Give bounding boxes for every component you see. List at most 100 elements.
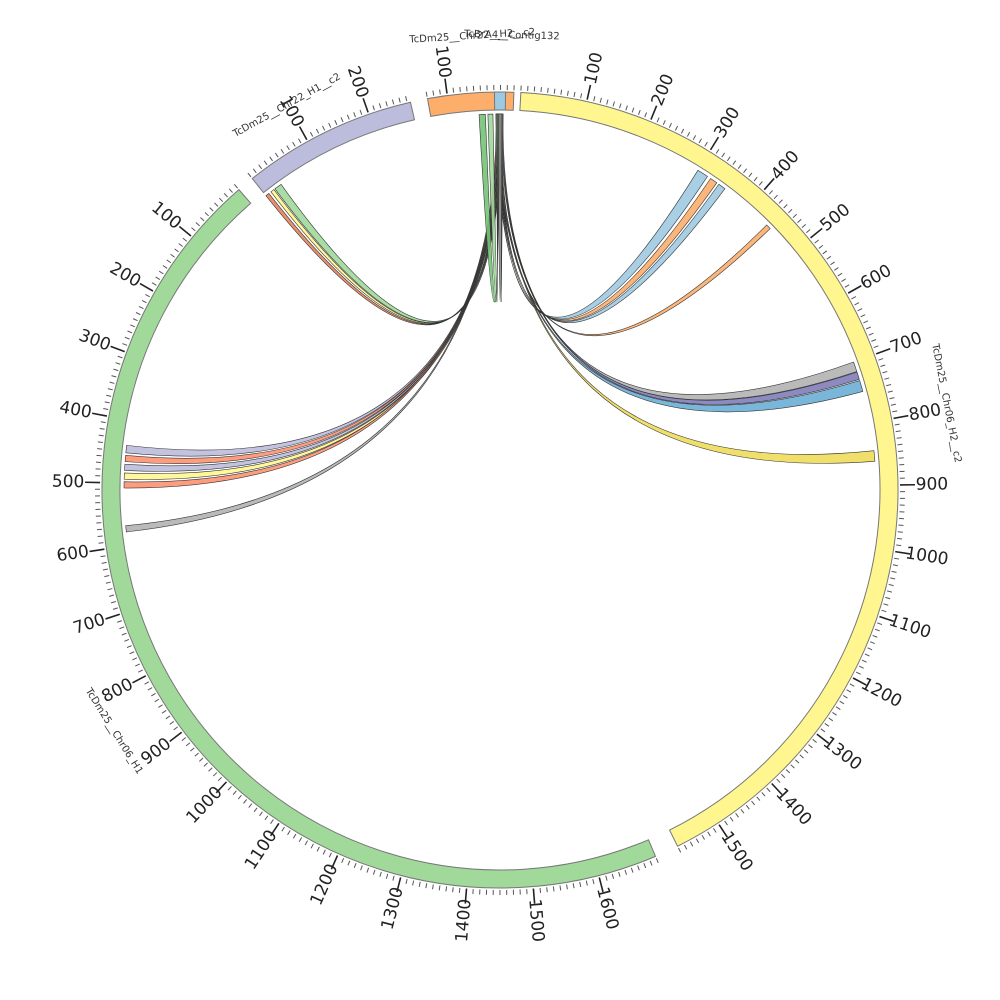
tick-mark [270, 819, 274, 824]
tick-mark [103, 407, 109, 410]
link-s5-s1 [499, 113, 771, 337]
tick-mark [814, 239, 819, 244]
tick-mark [773, 194, 778, 200]
tick-mark [783, 204, 788, 209]
tick-mark [298, 837, 303, 842]
tick-mark [860, 314, 866, 318]
tick-mark [178, 243, 183, 247]
tick-mark [233, 184, 238, 189]
tick-mark [208, 767, 213, 772]
tick-mark [425, 91, 428, 97]
tick-mark [269, 822, 280, 837]
tick-mark [181, 737, 187, 742]
tick-mark [546, 887, 548, 893]
tick-mark [247, 172, 252, 178]
tick-mark [896, 544, 902, 547]
tick-mark [794, 759, 800, 764]
tick-mark [396, 877, 402, 893]
tick-mark [695, 838, 700, 844]
tick-mark [372, 869, 376, 875]
tick-mark [264, 815, 269, 821]
tick-mark [781, 773, 786, 779]
tick-label: 200 [343, 64, 373, 101]
tick-mark [105, 581, 111, 584]
segment-s2 [101, 188, 657, 889]
tick-mark [138, 305, 144, 310]
tick-mark [185, 742, 191, 747]
tick-mark [532, 888, 536, 904]
tick-mark [713, 828, 717, 833]
tick-mark [805, 229, 811, 234]
tick-label: 400 [767, 147, 803, 185]
tick-mark [683, 844, 688, 850]
tick-mark [227, 786, 232, 791]
tick-mark [599, 97, 602, 103]
tick-label: 1500 [524, 898, 548, 943]
tick-mark [135, 663, 140, 667]
tick-mark [203, 762, 208, 767]
tick-mark [547, 87, 549, 93]
tick-mark [858, 665, 864, 669]
tick-mark [432, 884, 434, 890]
tick-mark [790, 764, 795, 769]
segment-label-s5: TcBrA4__Contig132 [463, 29, 560, 43]
tick-mark [566, 884, 568, 890]
tick-label: 200 [648, 71, 679, 109]
tick-mark [885, 596, 891, 600]
tick-mark [214, 202, 219, 207]
tick-label: 1600 [592, 885, 622, 932]
tick-mark [190, 747, 195, 752]
tick-mark [444, 78, 448, 94]
tick-mark [385, 873, 389, 879]
tick-label: 900 [916, 474, 949, 494]
tick-mark [347, 860, 351, 866]
tick-mark [366, 867, 370, 873]
tick-label: 700 [888, 328, 925, 358]
link-s5-s1 [496, 113, 876, 464]
tick-mark [612, 101, 615, 107]
tick-label: 800 [907, 400, 943, 425]
link-s5-s2 [125, 113, 499, 533]
tick-mark [766, 787, 771, 793]
tick-mark [379, 871, 382, 877]
tick-mark [812, 739, 817, 743]
tick-mark [895, 430, 901, 433]
tick-mark [310, 843, 314, 849]
tick-mark [145, 294, 150, 298]
tick-mark [178, 225, 192, 237]
tick-mark [753, 176, 758, 182]
tick-mark [726, 156, 731, 162]
tick-mark [771, 782, 783, 796]
tick-mark [894, 557, 900, 560]
tick-mark [298, 138, 302, 144]
tick-label: 100 [147, 198, 185, 234]
tick-label: 100 [431, 44, 455, 79]
tick-label: 800 [98, 674, 136, 707]
tick-mark [100, 421, 106, 424]
tick-mark [618, 871, 621, 877]
tick-label: 1200 [307, 861, 343, 909]
tick-label: 100 [581, 50, 608, 86]
tick-mark [709, 136, 720, 151]
tick-mark [686, 131, 691, 137]
link-s5-s3 [265, 113, 500, 326]
link-s5-s4 [497, 113, 504, 302]
tick-mark [846, 689, 852, 693]
tick-mark [223, 193, 228, 198]
tick-mark [820, 728, 826, 733]
tick-mark [801, 223, 807, 229]
link-s5-s4 [478, 113, 499, 303]
tick-mark [897, 537, 903, 540]
tick-mark [875, 348, 891, 355]
tick-mark [830, 261, 835, 266]
tick-label: 300 [710, 104, 744, 142]
tick-mark [372, 105, 375, 111]
tick-mark [887, 390, 893, 393]
tick-mark [169, 721, 175, 725]
tick-mark [893, 414, 909, 420]
tick-mark [768, 190, 773, 195]
tick-mark [138, 669, 143, 673]
tick-mark [112, 607, 118, 610]
tick-mark [452, 87, 455, 93]
tick-mark [98, 434, 104, 437]
